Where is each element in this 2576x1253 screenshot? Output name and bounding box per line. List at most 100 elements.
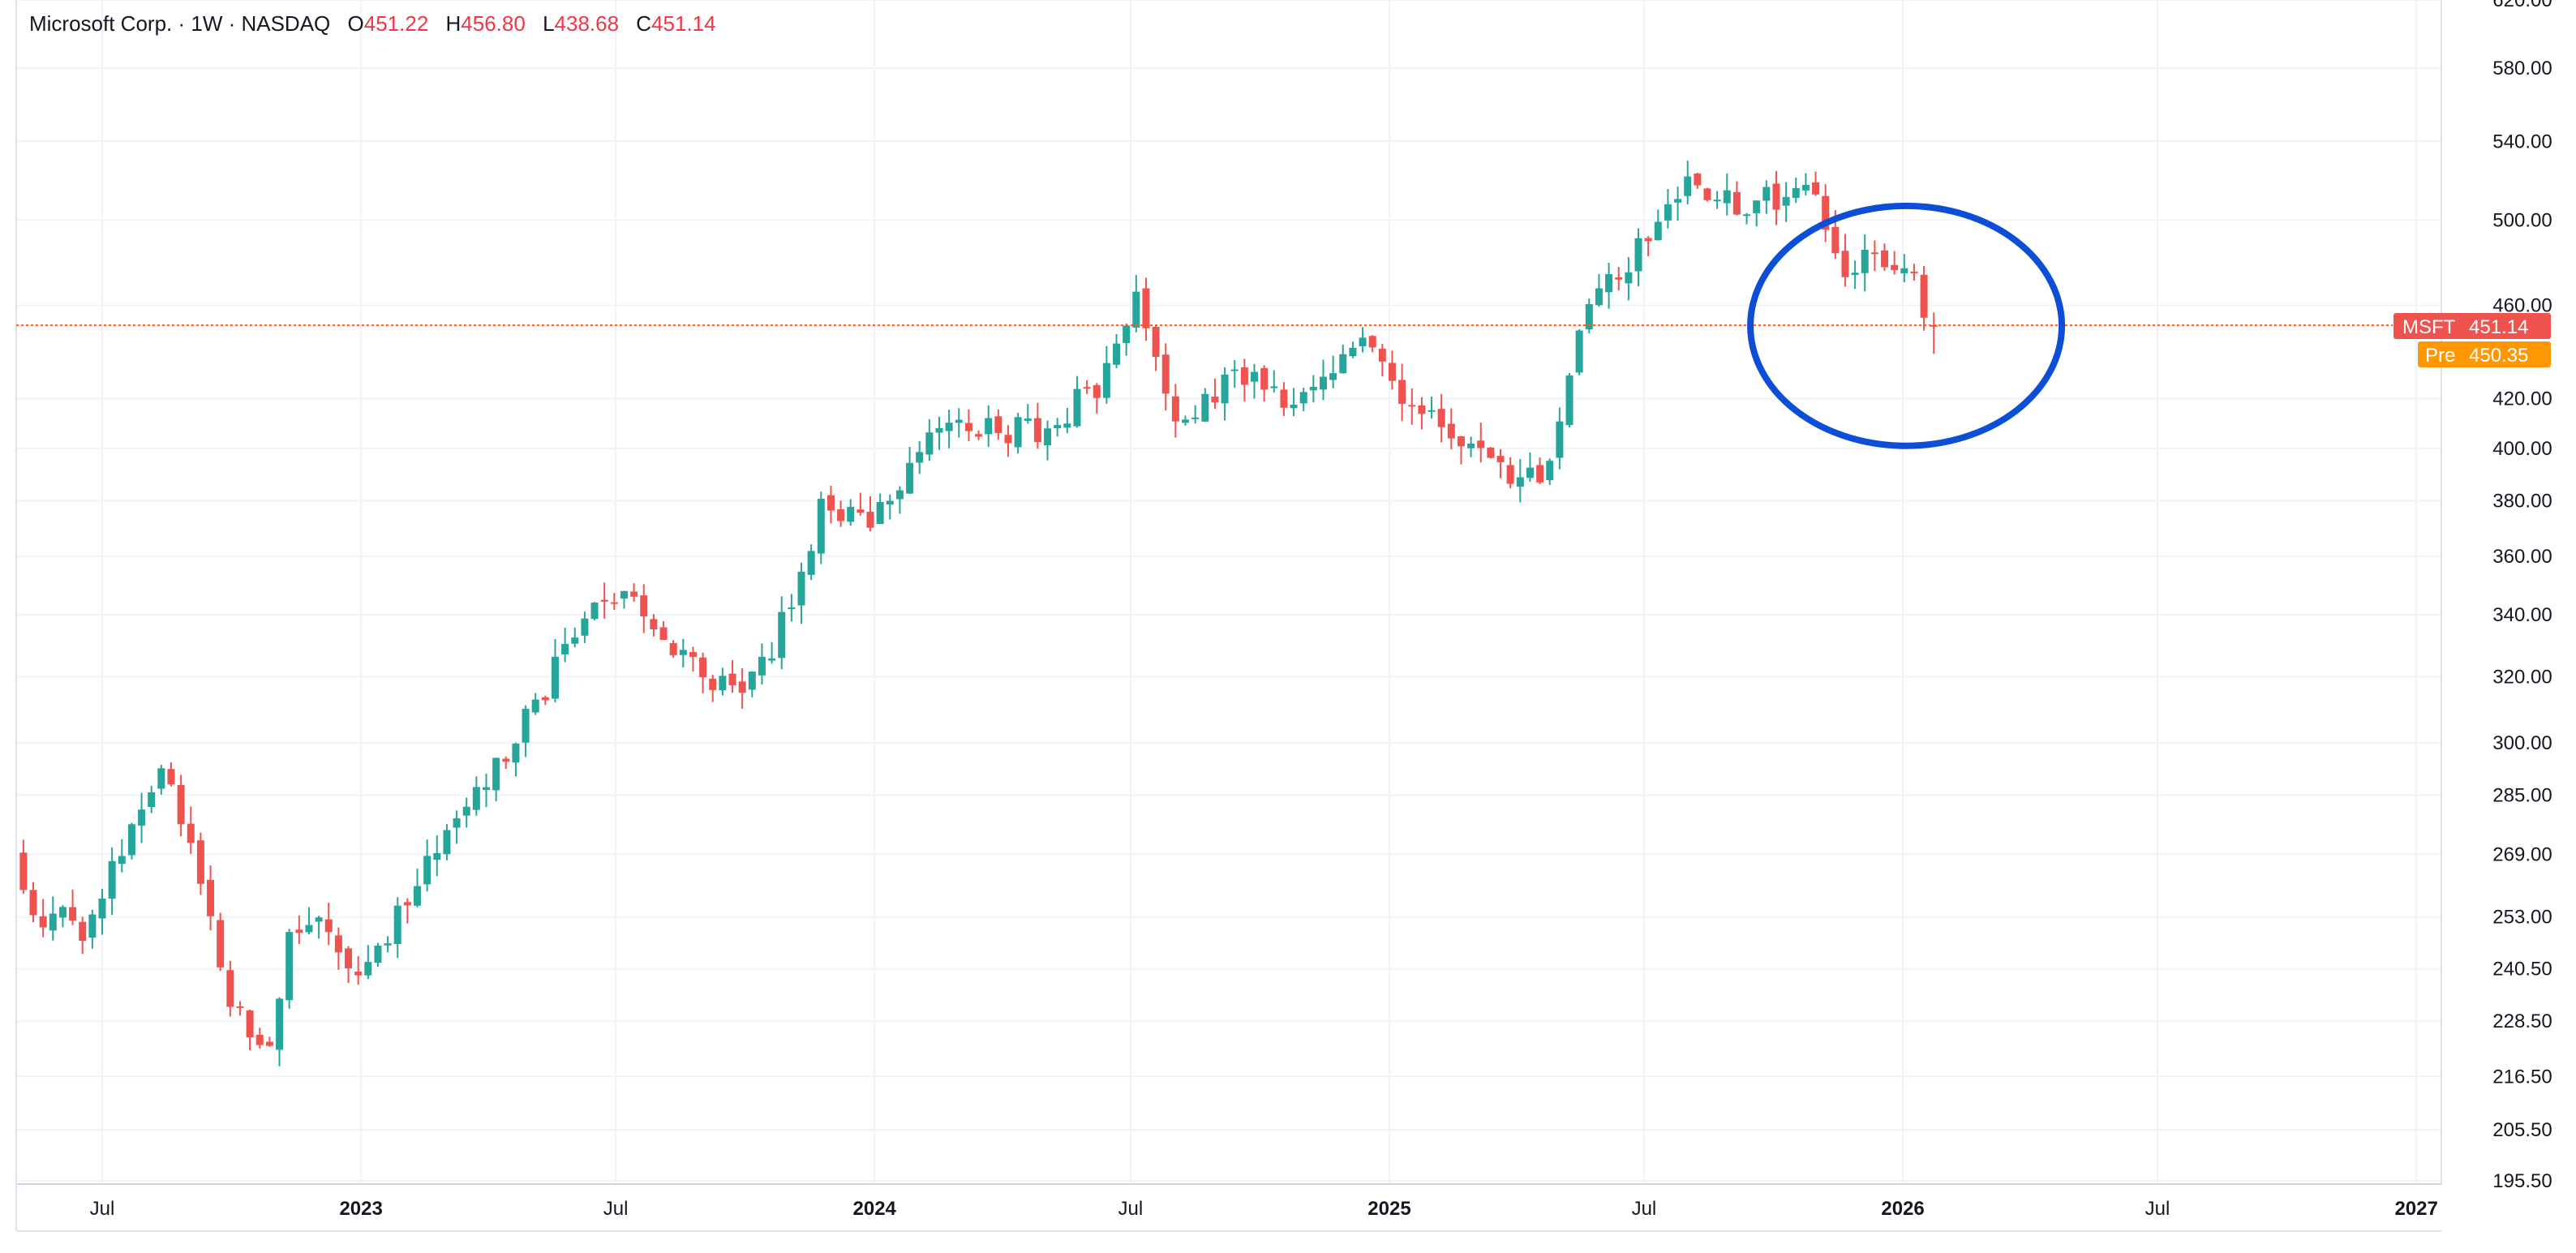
candle-body[interactable]: [423, 856, 431, 885]
candle-body[interactable]: [1388, 363, 1396, 381]
candle-body[interactable]: [187, 823, 195, 843]
candle-body[interactable]: [1732, 191, 1741, 215]
candle-body[interactable]: [1674, 199, 1682, 203]
candle-body[interactable]: [826, 495, 835, 511]
price-tick-label[interactable]: 195.50: [2492, 1170, 2552, 1192]
candle-body[interactable]: [669, 642, 677, 655]
candle-body[interactable]: [58, 907, 67, 918]
price-axis[interactable]: 620.00580.00540.00500.00460.00420.00400.…: [2492, 0, 2552, 1192]
candle-body[interactable]: [1487, 447, 1495, 458]
candle-body[interactable]: [758, 656, 766, 676]
candle-body[interactable]: [1359, 337, 1367, 347]
candle-body[interactable]: [689, 651, 697, 657]
candle-body[interactable]: [1585, 304, 1593, 330]
candle-body[interactable]: [1516, 477, 1524, 487]
candle-body[interactable]: [1378, 348, 1386, 362]
time-tick-label[interactable]: Jul: [1632, 1198, 1657, 1220]
candle-body[interactable]: [955, 419, 963, 423]
candle-body[interactable]: [1230, 369, 1239, 371]
price-tick-label[interactable]: 620.00: [2492, 0, 2552, 11]
candle-body[interactable]: [1900, 268, 1908, 274]
candle-body[interactable]: [886, 500, 894, 505]
price-tick-label[interactable]: 340.00: [2492, 604, 2552, 626]
candle-body[interactable]: [788, 607, 796, 609]
candle-body[interactable]: [1113, 343, 1121, 365]
candle-body[interactable]: [1910, 271, 1918, 273]
candle-body[interactable]: [1881, 250, 1889, 268]
candle-body[interactable]: [1920, 274, 1928, 318]
candle-body[interactable]: [1565, 375, 1574, 426]
candle-body[interactable]: [1437, 409, 1445, 427]
candle-body[interactable]: [590, 603, 599, 620]
candle-body[interactable]: [1260, 367, 1269, 390]
candle-body[interactable]: [1684, 176, 1692, 196]
candle-body[interactable]: [1102, 363, 1110, 398]
candle-body[interactable]: [1812, 182, 1820, 195]
candle-body[interactable]: [1142, 288, 1150, 328]
candle-body[interactable]: [895, 490, 904, 500]
candle-body[interactable]: [1822, 195, 1830, 230]
candle-body[interactable]: [1595, 288, 1603, 306]
price-tick-label[interactable]: 205.50: [2492, 1119, 2552, 1141]
candle-body[interactable]: [1408, 405, 1416, 407]
candle-body[interactable]: [1851, 272, 1859, 276]
candle-body[interactable]: [541, 697, 549, 701]
candle-body[interactable]: [1299, 392, 1307, 404]
candle-body[interactable]: [866, 511, 874, 528]
candle-body[interactable]: [1625, 272, 1633, 284]
candle-body[interactable]: [276, 998, 284, 1050]
candle-body[interactable]: [69, 907, 77, 921]
candle-body[interactable]: [492, 757, 500, 791]
price-tick-label[interactable]: 300.00: [2492, 732, 2552, 754]
candle-body[interactable]: [640, 595, 648, 616]
time-tick-label[interactable]: Jul: [603, 1198, 629, 1220]
candle-body[interactable]: [1329, 373, 1337, 380]
candle-body[interactable]: [807, 551, 815, 575]
candle-body[interactable]: [1014, 417, 1022, 448]
candle-body[interactable]: [1054, 425, 1062, 429]
price-tick-label[interactable]: 500.00: [2492, 209, 2552, 231]
candle-body[interactable]: [797, 571, 805, 606]
candle-body[interactable]: [1290, 404, 1298, 409]
candle-body[interactable]: [49, 913, 57, 931]
candle-body[interactable]: [29, 890, 37, 916]
candle-body[interactable]: [571, 637, 579, 644]
candle-body[interactable]: [728, 673, 736, 685]
price-tick-label[interactable]: 240.50: [2492, 959, 2552, 981]
candle-body[interactable]: [1526, 467, 1534, 478]
candle-body[interactable]: [1477, 440, 1485, 448]
candle-body[interactable]: [148, 792, 156, 808]
candle-body[interactable]: [1044, 428, 1052, 446]
candle-body[interactable]: [610, 602, 618, 604]
candle-body[interactable]: [1428, 410, 1436, 412]
candle-body[interactable]: [1546, 461, 1554, 481]
time-tick-label[interactable]: 2024: [853, 1198, 897, 1220]
candle-body[interactable]: [1250, 371, 1258, 382]
candle-body[interactable]: [512, 743, 520, 763]
price-tick-label[interactable]: 320.00: [2492, 666, 2552, 688]
candle-body[interactable]: [857, 509, 865, 513]
candle-body[interactable]: [1506, 465, 1514, 484]
candle-body[interactable]: [403, 902, 411, 906]
candle-body[interactable]: [127, 824, 135, 856]
candle-body[interactable]: [1703, 188, 1711, 200]
price-tick-label[interactable]: 253.00: [2492, 907, 2552, 929]
price-tick-label[interactable]: 420.00: [2492, 388, 2552, 410]
time-tick-label[interactable]: Jul: [2145, 1198, 2170, 1220]
price-tick-label[interactable]: 580.00: [2492, 58, 2552, 79]
candle-body[interactable]: [1447, 423, 1455, 439]
candle-body[interactable]: [1831, 226, 1840, 254]
candle-body[interactable]: [1496, 456, 1505, 462]
candle-body[interactable]: [1536, 465, 1544, 483]
candle-body[interactable]: [1073, 388, 1081, 427]
candle-body[interactable]: [975, 434, 983, 437]
candle-body[interactable]: [1841, 251, 1849, 277]
candle-body[interactable]: [443, 830, 451, 855]
time-axis[interactable]: Jul 2023 Jul 2024 Jul 2025 Jul 2026 Jul 2027: [90, 1198, 2438, 1220]
candle-body[interactable]: [916, 452, 924, 463]
candle-body[interactable]: [1123, 325, 1131, 344]
time-tick-label[interactable]: Jul: [1118, 1198, 1144, 1220]
candle-body[interactable]: [1743, 214, 1751, 217]
candle-body[interactable]: [837, 509, 845, 521]
candle-body[interactable]: [679, 650, 687, 655]
